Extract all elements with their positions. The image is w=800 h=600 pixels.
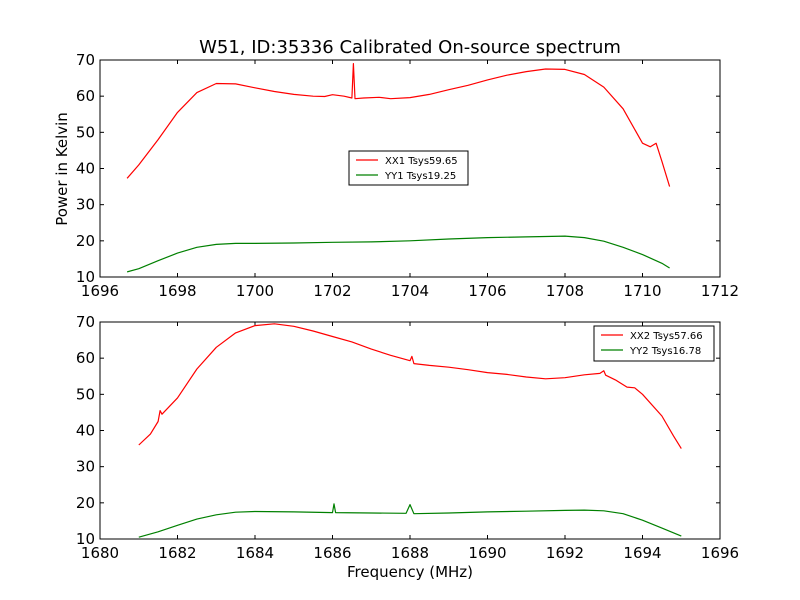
legend-label: YY1 Tsys19.25 [384, 171, 456, 182]
y-tick-label: 30 [76, 458, 95, 476]
x-tick-label: 1698 [158, 282, 196, 300]
x-tick-label: 1702 [313, 282, 351, 300]
legend-label: XX1 Tsys59.65 [385, 156, 458, 167]
x-tick-label: 1694 [623, 544, 661, 562]
y-tick-label: 20 [76, 494, 95, 512]
x-tick-label: 1686 [313, 544, 351, 562]
x-tick-label: 1706 [468, 282, 506, 300]
y-tick-label: 40 [76, 160, 95, 178]
legend-label: XX2 Tsys57.66 [630, 331, 703, 342]
bottom-plot-panel: 1680 1682 1684 1686 1688 1690 1692 1694 1696 10 20… [76, 313, 739, 562]
chart-title: W51, ID:35336 Calibrated On-source spect… [199, 37, 621, 58]
legend: XX2 Tsys57.66 YY2 Tsys16.78 [593, 325, 715, 362]
y-tick-label: 20 [76, 232, 95, 250]
series-line-yy1 [126, 235, 670, 273]
series-line-xx1 [126, 63, 671, 187]
top-plot-panel: 1696 1698 1700 1702 1704 1706 1708 1710 1712 10 20… [76, 51, 739, 300]
x-axis-label: Frequency (MHz) [347, 563, 473, 581]
y-tick-label: 10 [76, 530, 95, 548]
plot-frame [99, 321, 721, 540]
x-tick-label: 1692 [546, 544, 584, 562]
x-tick-label: 1704 [391, 282, 429, 300]
y-tick-label: 60 [76, 87, 95, 105]
y-tick-label: 30 [76, 196, 95, 214]
y-tick-label: 40 [76, 422, 95, 440]
x-tick-label: 1682 [158, 544, 196, 562]
x-tick-label: 1680 [81, 544, 119, 562]
x-tick-label: 1690 [468, 544, 506, 562]
x-tick-label: 1696 [701, 544, 739, 562]
x-tick-label: 1712 [701, 282, 739, 300]
series-line-xx2 [138, 323, 682, 449]
legend-box [593, 325, 715, 362]
legend: XX1 Tsys59.65 YY1 Tsys19.25 [348, 150, 469, 186]
x-tick-label: 1684 [236, 544, 274, 562]
y-tick-label: 60 [76, 349, 95, 367]
x-tick-label: 1688 [391, 544, 429, 562]
y-axis-label: Power in Kelvin [53, 112, 71, 226]
legend-box [348, 150, 469, 186]
y-tick-label: 50 [76, 385, 95, 403]
y-tick-label: 70 [76, 51, 95, 69]
y-tick-label: 10 [76, 268, 95, 286]
plot-frame [99, 59, 721, 278]
x-tick-label: 1708 [546, 282, 584, 300]
series-line-yy2 [138, 503, 682, 538]
y-tick-label: 70 [76, 313, 95, 331]
x-tick-label: 1700 [236, 282, 274, 300]
y-tick-label: 50 [76, 123, 95, 141]
legend-label: YY2 Tsys16.78 [629, 346, 701, 357]
x-tick-label: 1710 [623, 282, 661, 300]
x-tick-label: 1696 [81, 282, 119, 300]
